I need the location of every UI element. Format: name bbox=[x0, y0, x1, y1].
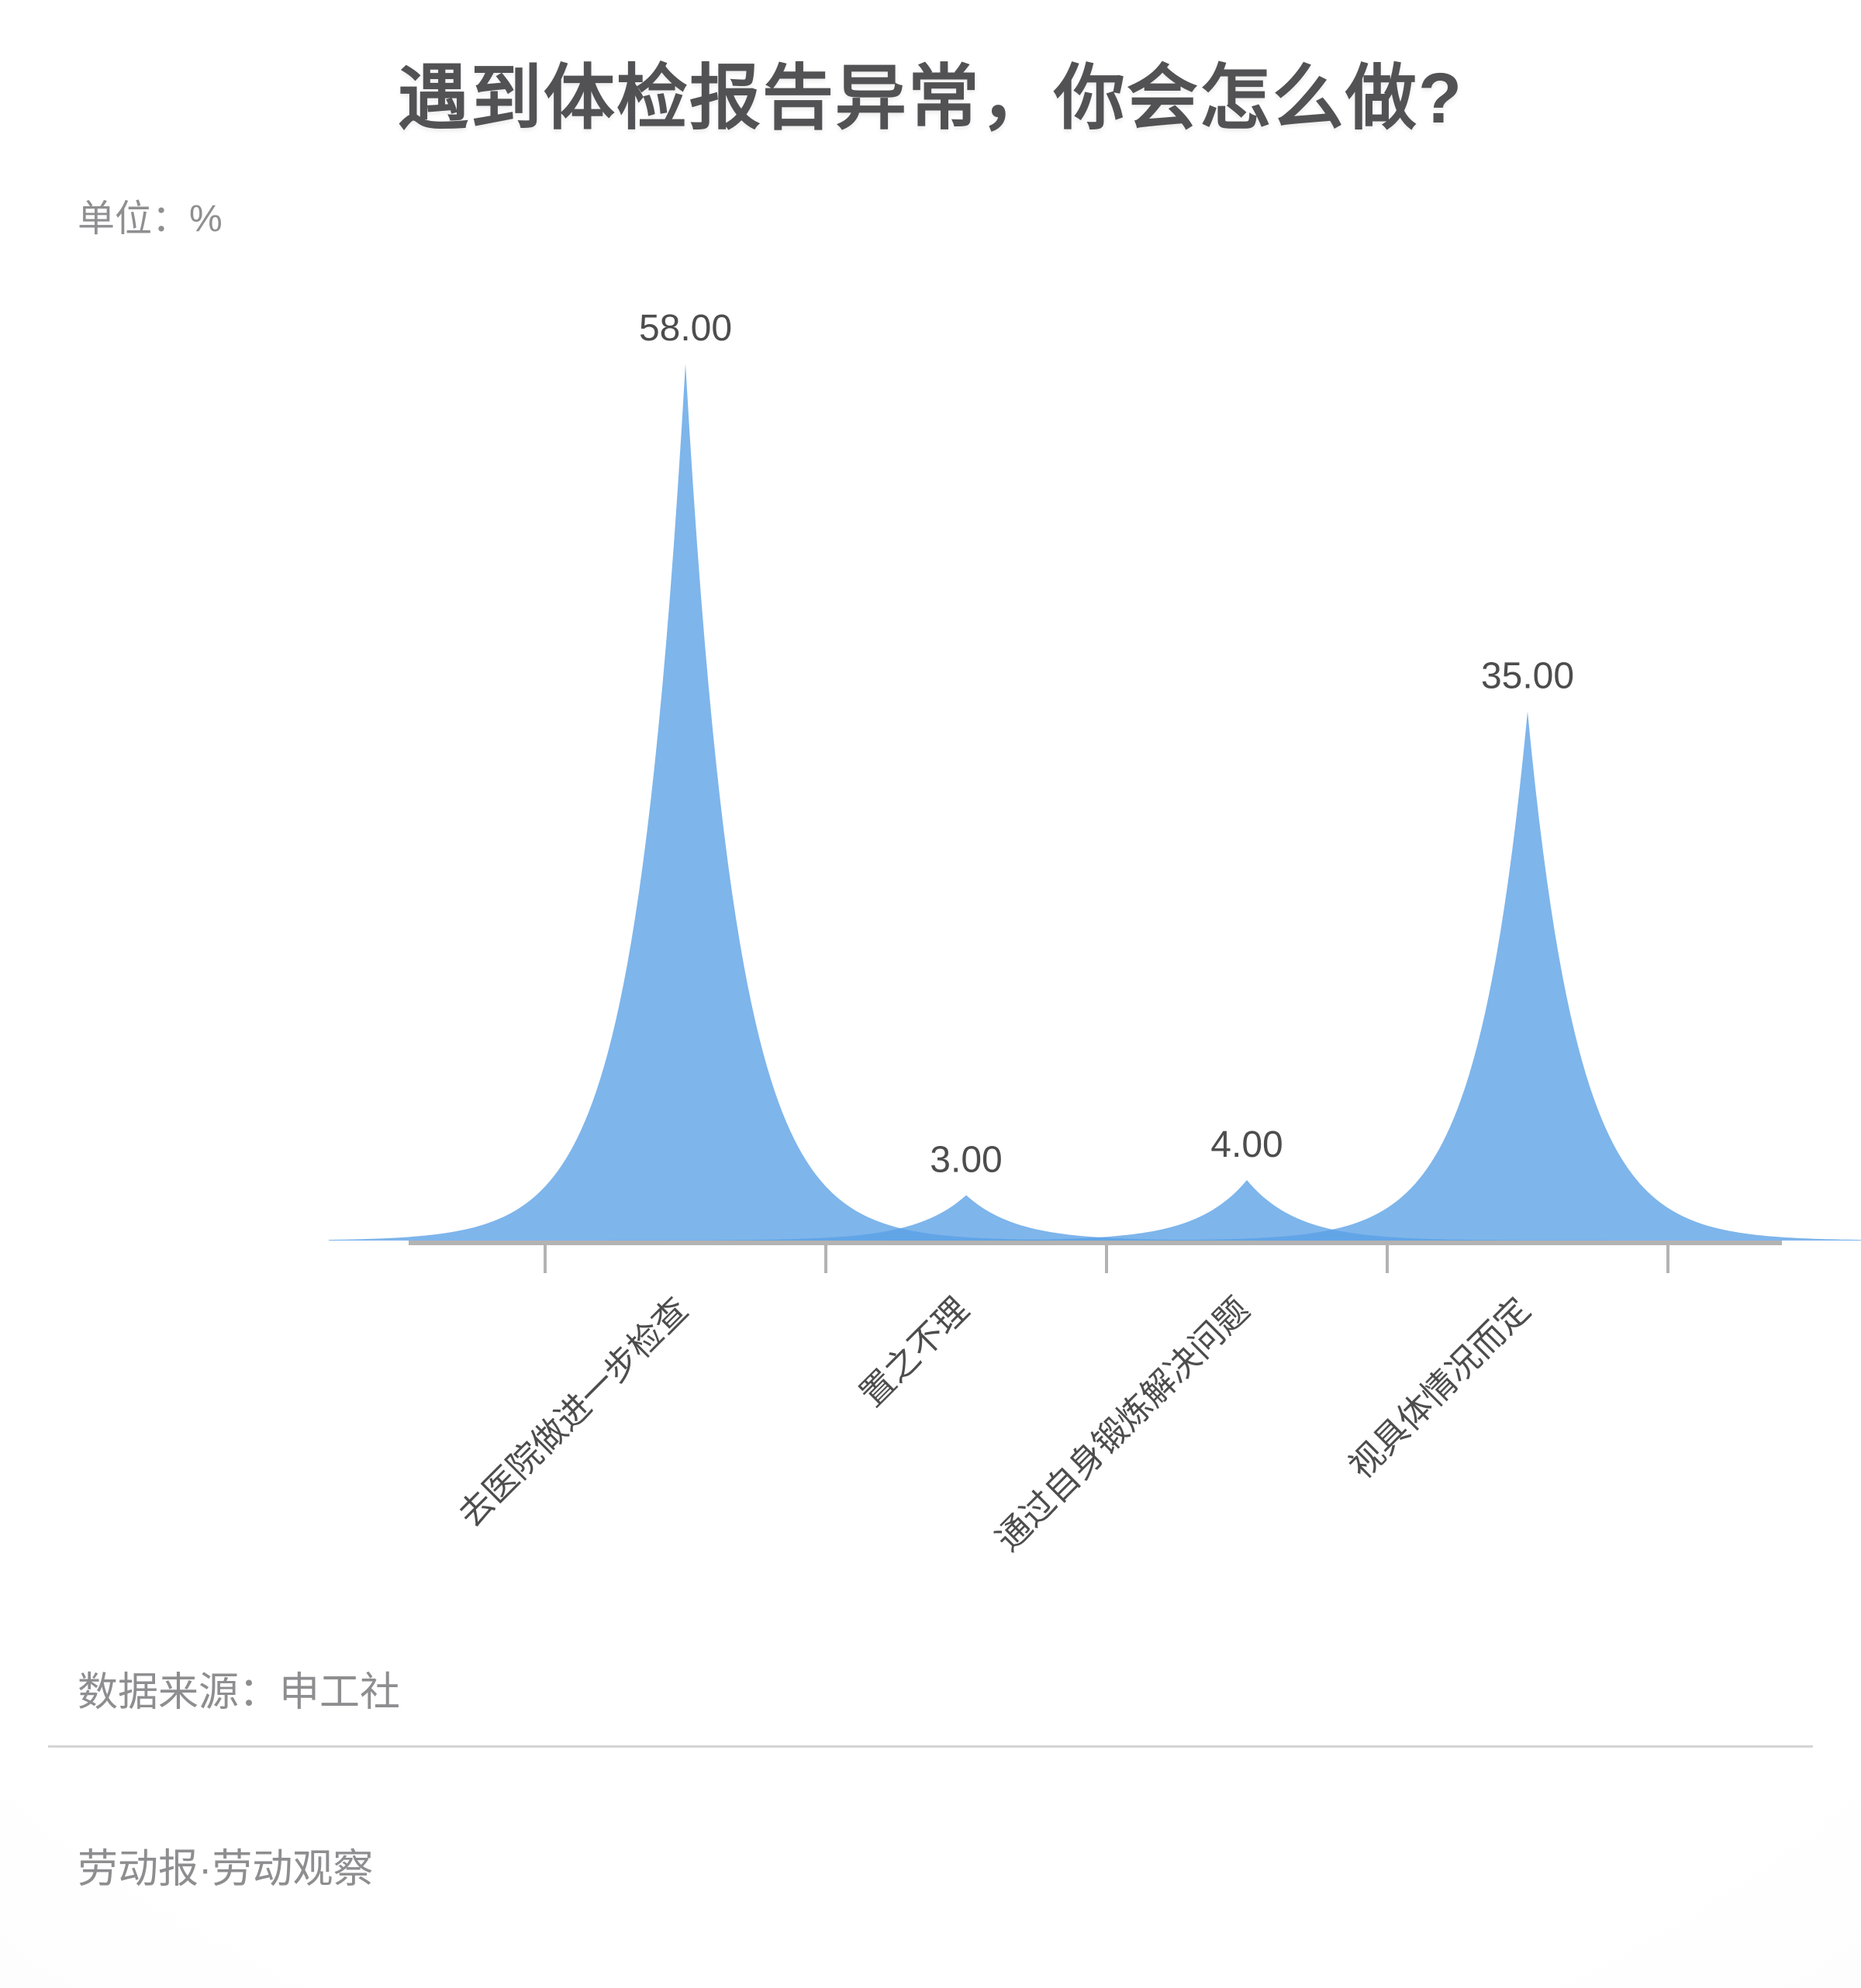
value-label: 3.00 bbox=[930, 1140, 1002, 1181]
value-label: 35.00 bbox=[1481, 656, 1574, 697]
category-label: 置之不理 bbox=[853, 1290, 976, 1413]
category-label: 去医院做进一步检查 bbox=[451, 1290, 696, 1534]
divider bbox=[48, 1745, 1813, 1748]
unit-label: 单位：% bbox=[78, 198, 223, 240]
value-label: 58.00 bbox=[639, 308, 732, 349]
peak-series-area bbox=[609, 1195, 1323, 1241]
data-source: 数据来源：申工社 bbox=[78, 1670, 401, 1715]
category-label: 通过自身锻炼解决问题 bbox=[989, 1290, 1257, 1558]
value-label: 4.00 bbox=[1210, 1124, 1283, 1165]
category-label: 视具体情况而定 bbox=[1342, 1290, 1538, 1486]
peak-series-area bbox=[1171, 711, 1861, 1241]
footer-brand: 劳动报·劳动观察 bbox=[78, 1847, 374, 1892]
chart-title: 遇到体检报告异常，你会怎么做? bbox=[397, 59, 1464, 138]
peak-series-area bbox=[890, 1180, 1604, 1241]
peak-series-area bbox=[329, 364, 1042, 1241]
